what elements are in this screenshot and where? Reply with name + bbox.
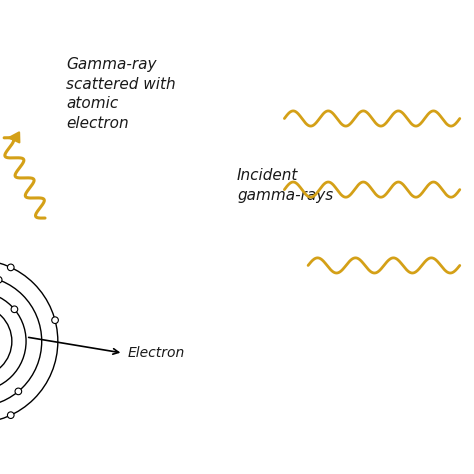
Text: Incident
gamma-rays: Incident gamma-rays	[237, 168, 333, 203]
Circle shape	[8, 412, 14, 419]
Text: Gamma-ray
scattered with
atomic
electron: Gamma-ray scattered with atomic electron	[66, 57, 176, 131]
Circle shape	[0, 276, 2, 283]
Circle shape	[11, 306, 18, 313]
Circle shape	[15, 388, 22, 395]
Circle shape	[8, 264, 14, 271]
Text: Electron: Electron	[128, 346, 185, 360]
Circle shape	[52, 317, 58, 323]
